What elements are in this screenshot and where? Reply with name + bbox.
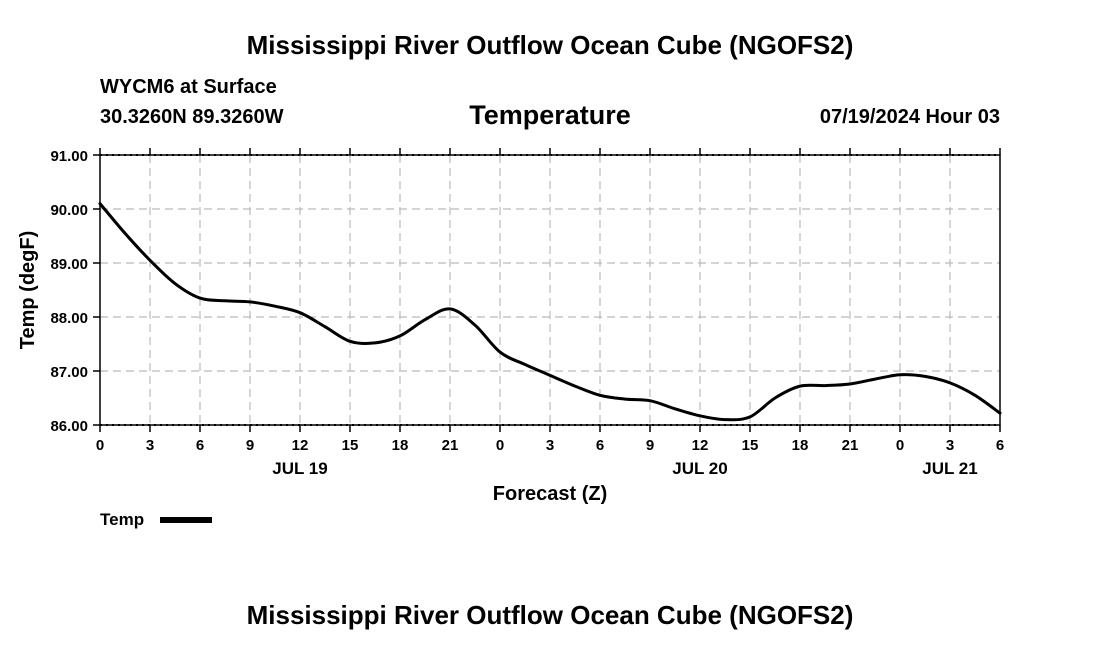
station-label: WYCM6 at Surface	[100, 76, 277, 98]
x-tick-label: 9	[646, 437, 654, 454]
temp-series-line	[98, 202, 1002, 422]
y-tick-label: 91.00	[50, 148, 88, 165]
x-tick-label: 15	[342, 437, 359, 454]
y-axis-label: Temp (degF)	[17, 231, 39, 350]
grid-lines	[100, 154, 1000, 426]
y-tick-label: 86.00	[50, 418, 88, 435]
x-tick-label: 3	[146, 437, 154, 454]
panel-title: Temperature	[469, 100, 631, 130]
legend-label: Temp	[100, 510, 144, 529]
x-tick-label: 6	[196, 437, 204, 454]
y-tick-label: 87.00	[50, 364, 88, 381]
x-tick-label: 12	[292, 437, 309, 454]
x-tick-label: 21	[842, 437, 859, 454]
x-tick-label: 3	[546, 437, 554, 454]
x-tick-label: 6	[596, 437, 604, 454]
x-tick-label: 9	[246, 437, 254, 454]
y-tick-label: 88.00	[50, 310, 88, 327]
x-tick-label: 0	[96, 437, 104, 454]
x-tick-label: 12	[692, 437, 709, 454]
y-tick-label: 90.00	[50, 202, 88, 219]
x-tick-label: 18	[392, 437, 409, 454]
x-day-label: JUL 19	[272, 459, 327, 478]
x-day-label: JUL 21	[922, 459, 977, 478]
axis-ticks: 86.00 87.00 88.00 89.00 90.00 91.00 0 3 6 9 12 15 18…	[50, 148, 1004, 478]
date-label: 07/19/2024 Hour 03	[819, 106, 1000, 128]
x-tick-label: 15	[742, 437, 759, 454]
x-axis-label: Forecast (Z)	[493, 483, 607, 505]
x-tick-label: 18	[792, 437, 809, 454]
coordinates-label: 30.3260N 89.3260W	[100, 106, 284, 128]
footer-title: Mississippi River Outflow Ocean Cube (NG…	[246, 600, 854, 630]
x-tick-label: 0	[496, 437, 504, 454]
x-tick-label: 3	[946, 437, 954, 454]
x-tick-label: 0	[896, 437, 904, 454]
main-title: Mississippi River Outflow Ocean Cube (NG…	[246, 30, 854, 60]
x-tick-label: 21	[442, 437, 459, 454]
x-tick-label: 6	[996, 437, 1004, 454]
x-day-label: JUL 20	[672, 459, 727, 478]
y-tick-label: 89.00	[50, 256, 88, 273]
